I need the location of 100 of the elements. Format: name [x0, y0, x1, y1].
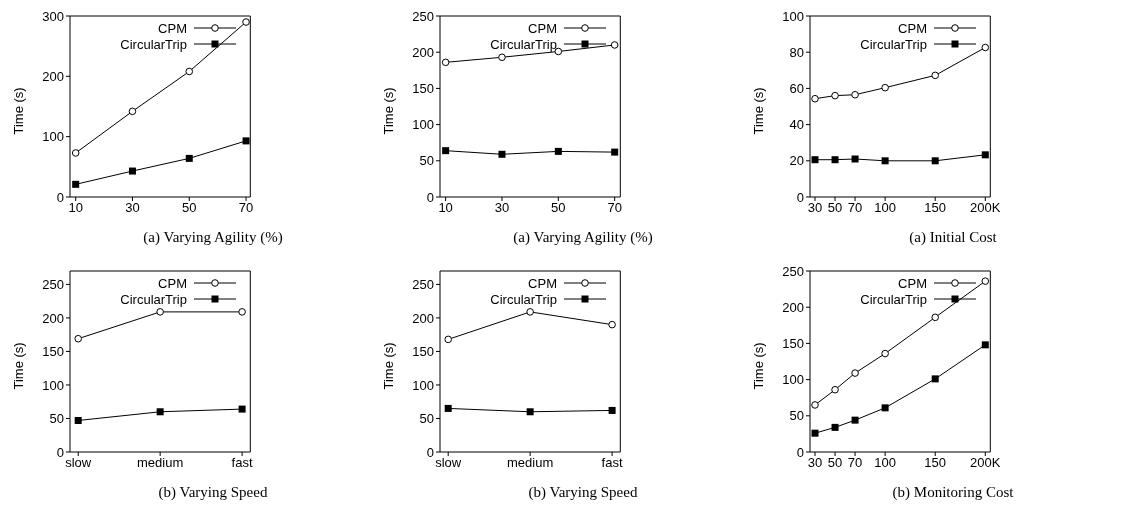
- point: [242, 18, 250, 26]
- point: [442, 147, 450, 155]
- point: [881, 349, 889, 358]
- x-tick-label: 30: [125, 200, 140, 216]
- legend-label: CPM: [528, 20, 557, 36]
- y-tick-label: 200: [42, 68, 64, 84]
- text: (b) Varying Speed: [157, 484, 269, 501]
- x-tick-label: 200K: [970, 200, 1001, 216]
- point: [156, 408, 164, 416]
- point: [526, 308, 534, 316]
- y-tick-label: 100: [412, 377, 434, 393]
- point: [881, 157, 889, 165]
- point: [831, 423, 839, 431]
- point: [811, 429, 819, 437]
- point: [128, 167, 136, 175]
- legend-label: CircularTrip: [860, 291, 927, 307]
- point: [238, 405, 246, 413]
- point: [74, 334, 82, 343]
- x-tick-label: 10: [438, 200, 453, 216]
- x-tick-label: 50: [827, 200, 843, 216]
- x-tick-label: 50: [551, 200, 566, 216]
- legend-label: CPM: [898, 275, 927, 291]
- y-tick-label: 150: [412, 81, 434, 97]
- point: [831, 385, 839, 394]
- x-tick-label: 100: [874, 455, 896, 471]
- point: [851, 90, 859, 99]
- point: [831, 91, 839, 100]
- y-tick-label: 80: [789, 44, 804, 60]
- x-tick-label: 30: [494, 200, 510, 216]
- x-tick-label: medium: [507, 455, 554, 471]
- x-tick-label: slow: [65, 455, 92, 471]
- point: [444, 404, 452, 412]
- x-tick-label: 70: [847, 455, 863, 471]
- point: [931, 313, 940, 322]
- point: [881, 83, 889, 92]
- point: [881, 404, 889, 412]
- point: [71, 149, 80, 157]
- y-tick-label: 150: [412, 344, 434, 360]
- y-tick-label: 200: [782, 299, 804, 315]
- point: [554, 147, 562, 155]
- point: [444, 335, 452, 344]
- y-tick-label: 0: [796, 444, 804, 460]
- point: [851, 416, 859, 424]
- y-tick-label: 150: [782, 336, 804, 352]
- point: [851, 155, 859, 163]
- point: [74, 416, 82, 424]
- y-tick-label: 50: [789, 408, 804, 424]
- point: [811, 94, 819, 103]
- y-tick-label: 20: [789, 153, 804, 169]
- point: [931, 375, 939, 383]
- text: (a) Varying Agility (%): [512, 229, 654, 246]
- text: (b) Monitoring Cost: [891, 484, 1015, 501]
- point: [981, 341, 989, 349]
- point: [128, 107, 137, 116]
- x-tick-label: slow: [435, 455, 462, 471]
- y-tick-label: 300: [42, 8, 64, 24]
- x-tick-label: 70: [238, 200, 254, 216]
- point: [851, 369, 859, 377]
- y-tick-label: 50: [419, 153, 434, 169]
- y-tick-label: 250: [412, 277, 434, 293]
- point: [811, 156, 819, 164]
- x-tick-label: 150: [924, 455, 947, 471]
- x-tick-label: 30: [807, 455, 823, 471]
- point: [981, 151, 989, 159]
- y-tick-label: 0: [56, 189, 64, 205]
- x-tick-label: 100: [874, 200, 896, 216]
- y-axis-title: Time (s): [380, 87, 396, 135]
- y-tick-label: 50: [49, 411, 64, 427]
- y-tick-label: 0: [796, 189, 804, 205]
- y-tick-label: 100: [42, 377, 64, 393]
- point: [831, 156, 839, 164]
- x-tick-label: 50: [182, 200, 197, 216]
- text: (b) Varying Speed: [527, 484, 639, 501]
- x-tick-label: fast: [231, 455, 253, 471]
- point: [185, 154, 193, 162]
- legend-label: CircularTrip: [120, 291, 187, 307]
- legend-label: CircularTrip: [860, 36, 927, 52]
- point: [498, 53, 506, 62]
- x-tick-label: 50: [827, 455, 843, 471]
- point: [931, 71, 940, 80]
- point: [526, 408, 534, 416]
- y-tick-label: 40: [789, 117, 804, 133]
- point: [238, 308, 246, 316]
- legend-label: CPM: [158, 275, 187, 291]
- point: [981, 43, 990, 52]
- legend-label: CPM: [898, 20, 927, 36]
- y-tick-label: 100: [782, 8, 804, 24]
- point: [811, 401, 819, 409]
- legend-label: CPM: [528, 275, 557, 291]
- point: [608, 406, 616, 414]
- y-tick-label: 250: [42, 277, 64, 293]
- x-tick-label: 70: [847, 200, 863, 216]
- y-tick-label: 250: [412, 8, 434, 24]
- y-tick-label: 150: [42, 344, 64, 360]
- point: [156, 308, 164, 316]
- y-axis-title: Time (s): [10, 342, 26, 390]
- x-tick-label: 10: [68, 200, 83, 216]
- y-axis-title: Time (s): [750, 342, 766, 390]
- y-tick-label: 0: [426, 189, 434, 205]
- point: [242, 137, 250, 145]
